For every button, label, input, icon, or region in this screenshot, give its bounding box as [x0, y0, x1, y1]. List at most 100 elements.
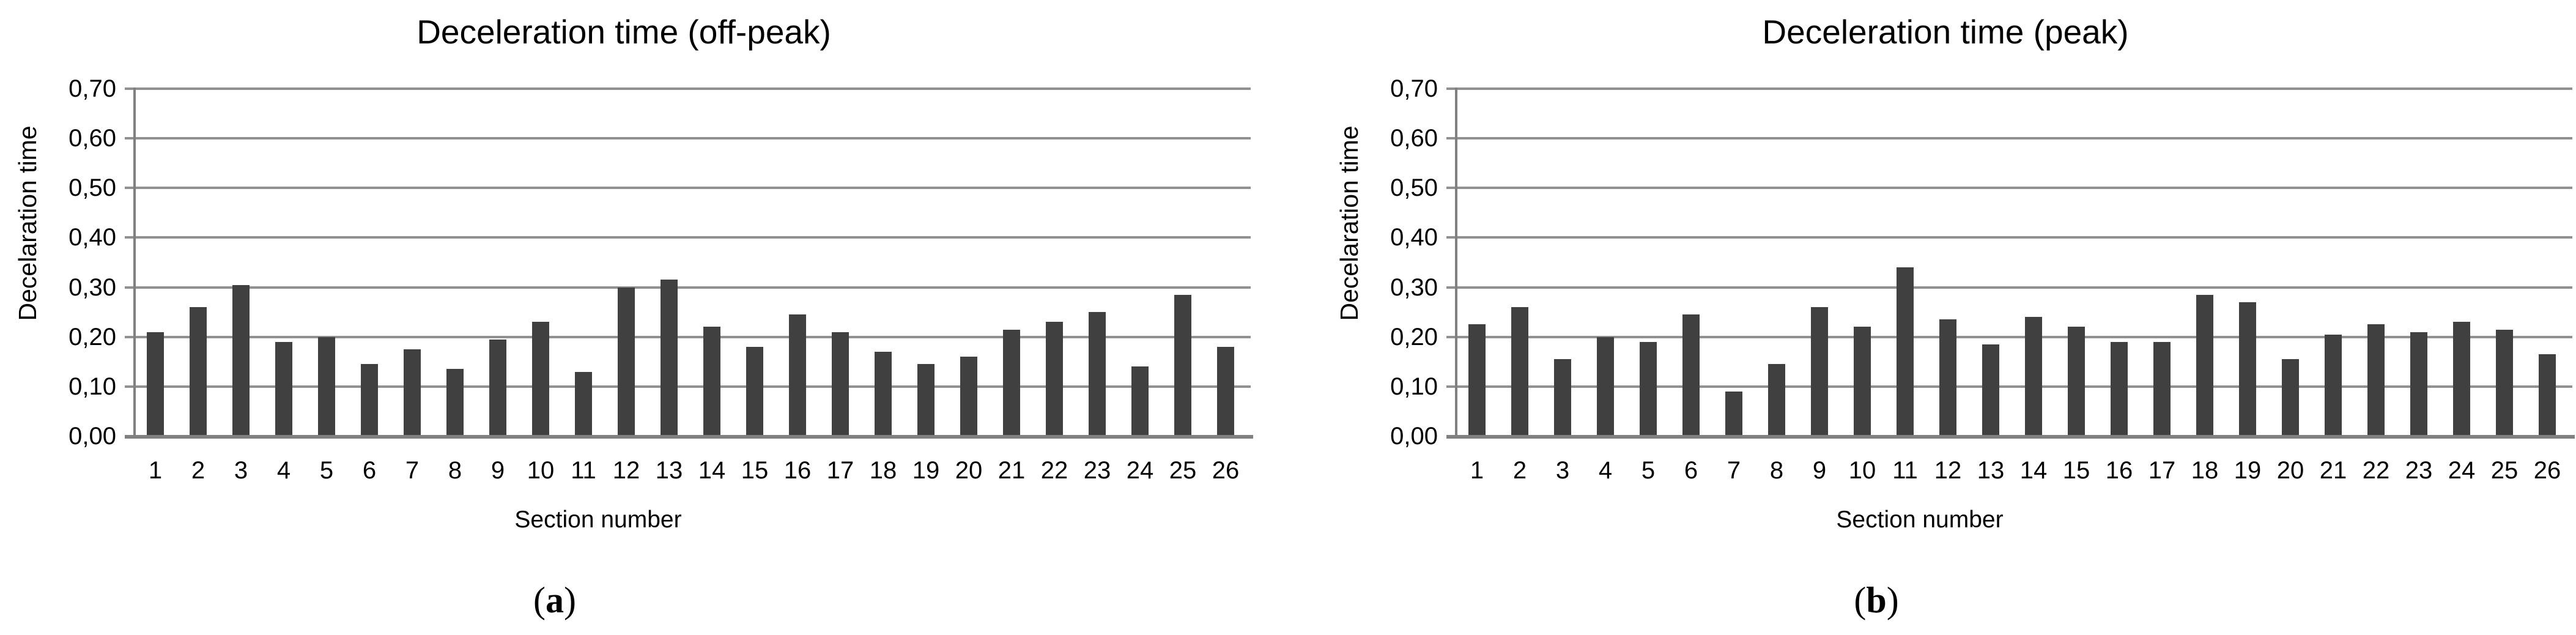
x-tick-label: 24 [1126, 457, 1154, 484]
x-tick-label: 4 [276, 457, 291, 484]
bar [2196, 295, 2213, 437]
bar [1131, 366, 1149, 437]
bar [2153, 342, 2171, 437]
bar [147, 332, 164, 437]
x-tick-label: 2 [191, 457, 205, 484]
y-tick-mark [1446, 87, 1456, 90]
y-tick-mark [1446, 336, 1456, 338]
x-tick-label: 1 [148, 457, 163, 484]
bar [960, 357, 977, 437]
bar [2111, 342, 2128, 437]
y-tick-label: 0,00 [68, 423, 116, 450]
bar [2068, 327, 2085, 437]
chart-panel-offpeak: Deceleration time (off-peak) Decelaratio… [0, 0, 1254, 635]
y-tick-label: 0,50 [68, 174, 116, 201]
bar [489, 340, 506, 437]
bar [917, 364, 935, 437]
x-tick-label: 25 [1169, 457, 1197, 484]
bar [1682, 314, 1700, 437]
y-tick-mark [125, 187, 135, 189]
y-tick-label: 0,60 [68, 125, 116, 152]
x-tick-label: 6 [362, 457, 377, 484]
y-tick-mark [1446, 137, 1456, 139]
gridline [135, 236, 1251, 239]
bar [2025, 317, 2042, 437]
subfigure-caption-a: (a) [463, 576, 646, 624]
gridline [135, 336, 1251, 338]
y-tick-mark [1446, 286, 1456, 289]
y-axis-line [1455, 87, 1457, 439]
x-tick-label: 12 [612, 457, 640, 484]
x-tick-label: 14 [2019, 457, 2048, 484]
bar [190, 307, 207, 437]
bar [832, 332, 849, 437]
x-tick-label: 23 [2405, 457, 2433, 484]
x-tick-label: 8 [448, 457, 462, 484]
x-tick-label: 13 [655, 457, 683, 484]
x-tick-label: 4 [1598, 457, 1613, 484]
bar [2282, 359, 2299, 437]
gridline [1456, 87, 2572, 90]
y-tick-label: 0,40 [1390, 224, 1438, 251]
y-tick-mark [125, 286, 135, 289]
gridline [135, 286, 1251, 289]
bar [789, 314, 806, 437]
y-tick-label: 0,00 [1390, 423, 1438, 450]
bar [318, 337, 335, 437]
y-tick-mark [125, 236, 135, 239]
y-tick-mark [125, 385, 135, 388]
bar [1174, 295, 1191, 437]
gridline [1456, 137, 2572, 139]
gridline [1456, 385, 2572, 388]
gridline [135, 187, 1251, 189]
bar [575, 372, 592, 437]
gridline [135, 87, 1251, 90]
bar [2539, 354, 2556, 437]
x-axis-title: Section number [1836, 507, 2004, 533]
gridline [1456, 187, 2572, 189]
x-tick-label: 7 [1727, 457, 1741, 484]
x-tick-label: 16 [2105, 457, 2133, 484]
x-axis-line [125, 435, 1253, 439]
bar [1640, 342, 1657, 437]
x-tick-label: 10 [527, 457, 555, 484]
bar [2367, 324, 2385, 437]
y-tick-mark [125, 336, 135, 338]
y-tick-label: 0,60 [1390, 125, 1438, 152]
x-tick-label: 23 [1083, 457, 1111, 484]
caption-letter: a [546, 580, 564, 620]
gridline [1456, 286, 2572, 289]
x-tick-label: 13 [1977, 457, 2005, 484]
x-tick-label: 26 [2533, 457, 2561, 484]
y-tick-label: 0,70 [68, 75, 116, 102]
bar [1046, 322, 1063, 437]
y-tick-label: 0,50 [1390, 174, 1438, 201]
x-tick-label: 21 [2319, 457, 2347, 484]
y-tick-label: 0,30 [68, 274, 116, 301]
gridline [135, 137, 1251, 139]
bar [1897, 267, 1914, 437]
x-tick-label: 17 [2148, 457, 2176, 484]
x-tick-label: 22 [2362, 457, 2390, 484]
x-tick-label: 15 [741, 457, 769, 484]
bar [2239, 302, 2256, 437]
caption-paren-open: ( [533, 580, 546, 620]
bar [2325, 335, 2342, 437]
bar [232, 285, 250, 437]
bar [1811, 307, 1828, 437]
bar [1554, 359, 1571, 437]
y-tick-mark [125, 137, 135, 139]
x-tick-label: 18 [869, 457, 897, 484]
y-tick-label: 0,70 [1390, 75, 1438, 102]
chart-title: Deceleration time (peak) [1762, 13, 2129, 51]
bar [361, 364, 378, 437]
bar [532, 322, 549, 437]
bar [703, 327, 720, 437]
gridline [1456, 236, 2572, 239]
y-tick-mark [1446, 236, 1456, 239]
x-tick-label: 25 [2490, 457, 2519, 484]
bar [1768, 364, 1785, 437]
x-tick-label: 26 [1212, 457, 1240, 484]
bar [2453, 322, 2470, 437]
x-tick-label: 12 [1934, 457, 1962, 484]
